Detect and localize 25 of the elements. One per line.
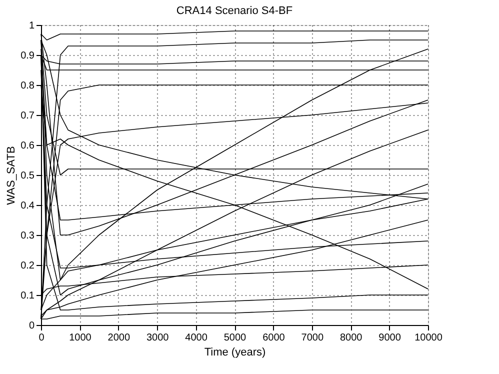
y-tick-label: 0.4 [20, 200, 35, 212]
y-tick-label: 0.1 [20, 290, 35, 302]
y-tick-label: 0.2 [20, 260, 35, 272]
y-tick-label: 0.6 [20, 140, 35, 152]
x-tick-label: 3000 [146, 332, 170, 344]
x-tick-label: 5000 [224, 332, 247, 344]
chart-title: CRA14 Scenario S4-BF [176, 5, 293, 17]
x-tick-label: 6000 [262, 332, 286, 344]
y-tick-label: 1 [28, 20, 35, 32]
x-tick-label: 0 [38, 332, 45, 344]
x-tick-label: 1000 [69, 332, 92, 344]
y-tick-label: 0.7 [20, 110, 35, 122]
x-axis-title: Time (years) [204, 346, 266, 358]
x-tick-label: 9000 [378, 332, 402, 344]
x-tick-label: 7000 [301, 332, 324, 344]
x-tick-label: 4000 [185, 332, 208, 344]
y-tick-label: 0.8 [20, 80, 35, 92]
y-tick-label: 0.9 [20, 50, 35, 62]
y-tick-label: 0.5 [20, 170, 35, 182]
y-axis-title: WAS_SATB [6, 146, 18, 205]
x-tick-label: 10000 [414, 332, 443, 344]
x-tick-label: 8000 [340, 332, 363, 344]
y-tick-label: 0 [28, 320, 35, 332]
y-tick-label: 0.3 [20, 230, 35, 242]
x-tick-label: 2000 [108, 332, 130, 344]
